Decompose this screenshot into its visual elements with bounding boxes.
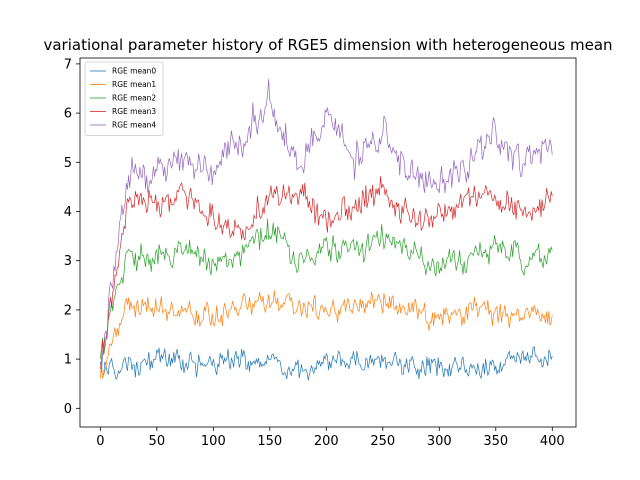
- series-line-rge-mean1: [99, 290, 553, 380]
- x-tick-label: 250: [370, 434, 395, 449]
- y-tick-label: 3: [64, 254, 72, 269]
- y-tick-label: 5: [64, 156, 72, 171]
- legend-label: RGE mean1: [112, 80, 156, 89]
- y-tick-label: 4: [64, 205, 72, 220]
- legend-label: RGE mean3: [112, 107, 156, 116]
- x-axis: 0 50 100 150 200 250 300 350 400: [96, 427, 565, 449]
- legend: RGE mean0 RGE mean1 RGE mean2 RGE mean3 RGE …: [84, 61, 164, 136]
- x-tick-label: 50: [149, 434, 166, 449]
- chart-title: variational parameter history of RGE5 di…: [43, 36, 612, 54]
- y-tick-label: 0: [64, 402, 72, 417]
- y-axis: 0 1 2 3 4 5 6 7: [64, 57, 80, 417]
- x-tick-label: 350: [483, 434, 508, 449]
- plot-lines: [99, 79, 553, 381]
- x-tick-label: 200: [314, 434, 339, 449]
- axes-frame: [79, 57, 577, 428]
- series-line-rge-mean0: [99, 346, 553, 381]
- legend-label: RGE mean0: [112, 67, 156, 76]
- x-tick-label: 150: [257, 434, 282, 449]
- legend-label: RGE mean4: [112, 121, 156, 130]
- y-tick-label: 1: [64, 353, 72, 368]
- legend-label: RGE mean2: [112, 94, 156, 103]
- legend-frame: [84, 61, 164, 136]
- y-tick-label: 2: [64, 303, 72, 318]
- x-tick-label: 400: [540, 434, 565, 449]
- x-tick-label: 100: [201, 434, 226, 449]
- y-tick-label: 7: [64, 57, 72, 72]
- x-tick-label: 300: [427, 434, 452, 449]
- y-tick-label: 6: [64, 107, 72, 122]
- series-line-rge-mean3: [99, 176, 553, 369]
- series-line-rge-mean2: [99, 218, 553, 360]
- series-line-rge-mean4: [100, 79, 553, 372]
- x-tick-label: 0: [96, 434, 104, 449]
